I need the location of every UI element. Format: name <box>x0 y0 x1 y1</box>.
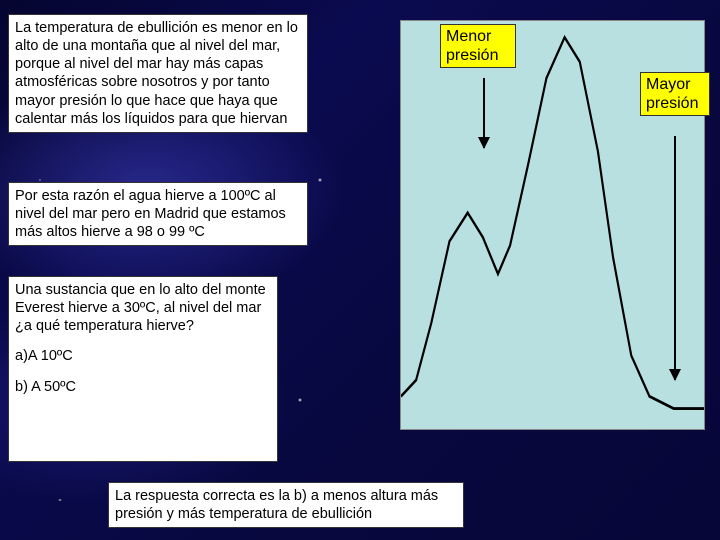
arrow-low-pressure <box>483 78 485 148</box>
option-a: a)A 10ºC <box>15 347 271 365</box>
option-b: b) A 50ºC <box>15 378 271 396</box>
answer-box: La respuesta correcta es la b) a menos a… <box>108 482 464 528</box>
question-text: Una sustancia que en lo alto del monte E… <box>15 281 271 335</box>
explanation-box-2: Por esta razón el agua hierve a 100ºC al… <box>8 182 308 246</box>
arrow-high-pressure <box>674 136 676 380</box>
explanation-box-1: La temperatura de ebullición es menor en… <box>8 14 308 133</box>
question-box: Una sustancia que en lo alto del monte E… <box>8 276 278 462</box>
label-menor-presion: Menor presión <box>440 24 516 68</box>
label-mayor-presion: Mayor presión <box>640 72 710 116</box>
